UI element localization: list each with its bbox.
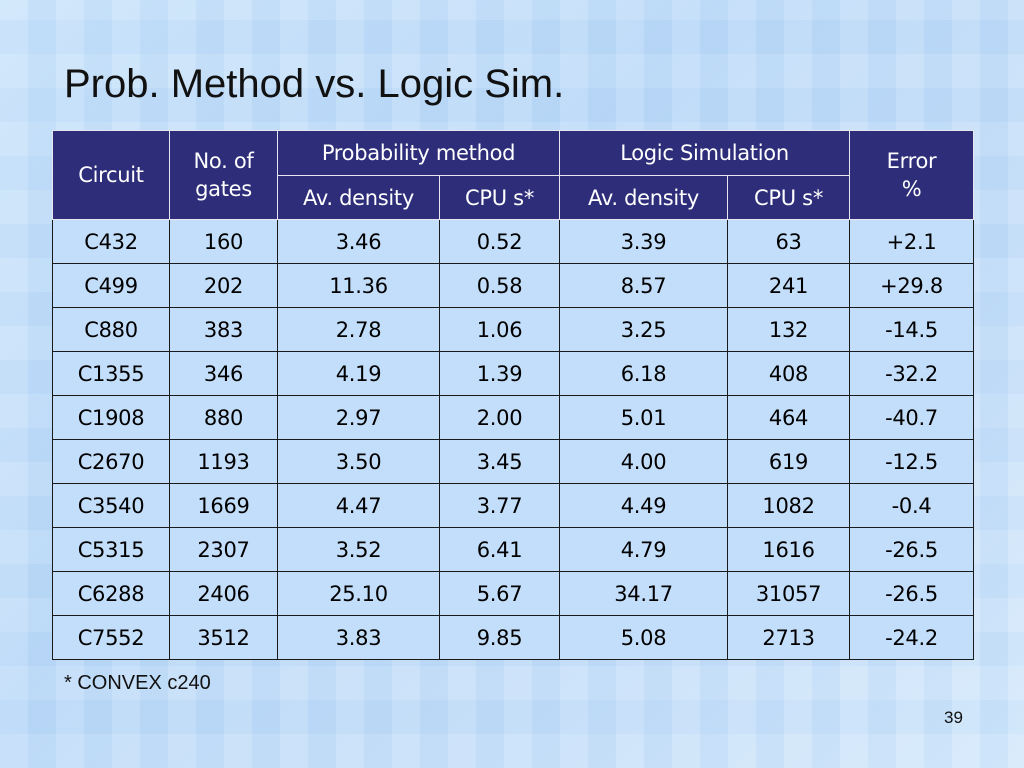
cell-sim-density: 34.17 [559,571,729,616]
cell-error: -32.2 [849,351,975,396]
cell-error: -24.2 [849,615,975,660]
cell-prob-density: 3.83 [277,615,440,660]
cell-prob-density: 2.97 [277,395,440,440]
cell-error: -26.5 [849,527,975,572]
cell-error: +29.8 [849,263,975,308]
table-body: C432 160 3.46 0.52 3.39 63 +2.1 C499 202 11.36 0.5… [52,219,975,660]
cell-sim-density: 5.08 [559,615,729,660]
cell-sim-cpu: 408 [727,351,851,396]
cell-prob-cpu: 5.67 [438,571,561,616]
cell-sim-density: 4.49 [559,483,729,528]
cell-circuit: C432 [52,219,170,264]
cell-prob-cpu: 3.77 [438,483,561,528]
cell-prob-density: 3.50 [277,439,440,484]
header-error-line1: Error [886,149,937,173]
cell-prob-cpu: 0.58 [438,263,561,308]
cell-sim-cpu: 1616 [727,527,851,572]
cell-sim-cpu: 2713 [727,615,851,660]
cell-sim-density: 8.57 [559,263,729,308]
cell-prob-cpu: 2.00 [438,395,561,440]
header-prob-density: Av. density [277,175,440,220]
table-row: C499 202 11.36 0.58 8.57 241 +29.8 [52,263,975,308]
cell-prob-density: 2.78 [277,307,440,352]
cell-prob-density: 3.46 [277,219,440,264]
cell-error: -0.4 [849,483,975,528]
cell-prob-density: 11.36 [277,263,440,308]
cell-sim-cpu: 1082 [727,483,851,528]
cell-circuit: C7552 [52,615,170,660]
header-logic-simulation: Logic Simulation [559,130,851,176]
cell-prob-density: 4.47 [277,483,440,528]
cell-gates: 160 [169,219,278,264]
cell-prob-density: 4.19 [277,351,440,396]
cell-prob-density: 3.52 [277,527,440,572]
cell-gates: 1193 [169,439,278,484]
header-error: Error % [849,130,975,220]
cell-error: -26.5 [849,571,975,616]
table-row: C432 160 3.46 0.52 3.39 63 +2.1 [52,219,975,264]
cell-error: +2.1 [849,219,975,264]
cell-sim-density: 4.00 [559,439,729,484]
header-sim-cpu: CPU s* [727,175,851,220]
cell-circuit: C499 [52,263,170,308]
cell-circuit: C6288 [52,571,170,616]
cell-gates: 2307 [169,527,278,572]
cell-error: -14.5 [849,307,975,352]
cell-prob-density: 25.10 [277,571,440,616]
header-prob-cpu: CPU s* [438,175,561,220]
header-gates-line2: gates [195,177,252,201]
cell-sim-cpu: 241 [727,263,851,308]
cell-gates: 346 [169,351,278,396]
table-row: C7552 3512 3.83 9.85 5.08 2713 -24.2 [52,615,975,660]
cell-gates: 202 [169,263,278,308]
cell-circuit: C5315 [52,527,170,572]
cell-prob-cpu: 6.41 [438,527,561,572]
cell-circuit: C1908 [52,395,170,440]
cell-circuit: C2670 [52,439,170,484]
cell-gates: 2406 [169,571,278,616]
cell-gates: 880 [169,395,278,440]
cell-sim-density: 4.79 [559,527,729,572]
cell-prob-cpu: 9.85 [438,615,561,660]
table-row: C5315 2307 3.52 6.41 4.79 1616 -26.5 [52,527,975,572]
cell-sim-cpu: 31057 [727,571,851,616]
table-row: C1355 346 4.19 1.39 6.18 408 -32.2 [52,351,975,396]
cell-gates: 383 [169,307,278,352]
cell-sim-density: 6.18 [559,351,729,396]
cell-sim-cpu: 132 [727,307,851,352]
cell-sim-cpu: 464 [727,395,851,440]
header-circuit: Circuit [52,130,170,220]
comparison-table: Circuit No. of gates Probability method … [52,130,975,660]
cell-gates: 1669 [169,483,278,528]
cell-sim-density: 3.39 [559,219,729,264]
table-row: C1908 880 2.97 2.00 5.01 464 -40.7 [52,395,975,440]
cell-circuit: C3540 [52,483,170,528]
slide-title: Prob. Method vs. Logic Sim. [64,62,565,106]
cell-error: -40.7 [849,395,975,440]
table-row: C6288 2406 25.10 5.67 34.17 31057 -26.5 [52,571,975,616]
footnote: * CONVEX c240 [64,672,211,694]
cell-sim-density: 3.25 [559,307,729,352]
cell-error: -12.5 [849,439,975,484]
cell-circuit: C880 [52,307,170,352]
cell-prob-cpu: 1.39 [438,351,561,396]
cell-sim-cpu: 619 [727,439,851,484]
cell-prob-cpu: 1.06 [438,307,561,352]
page-number: 39 [944,708,963,727]
cell-circuit: C1355 [52,351,170,396]
cell-gates: 3512 [169,615,278,660]
cell-sim-density: 5.01 [559,395,729,440]
cell-prob-cpu: 3.45 [438,439,561,484]
table-row: C2670 1193 3.50 3.45 4.00 619 -12.5 [52,439,975,484]
table-row: C880 383 2.78 1.06 3.25 132 -14.5 [52,307,975,352]
header-gates-line1: No. of [193,149,254,173]
cell-sim-cpu: 63 [727,219,851,264]
header-gates: No. of gates [169,130,278,220]
header-sim-density: Av. density [559,175,729,220]
table-row: C3540 1669 4.47 3.77 4.49 1082 -0.4 [52,483,975,528]
cell-prob-cpu: 0.52 [438,219,561,264]
header-probability-method: Probability method [276,130,561,176]
header-error-line2: % [901,177,922,201]
